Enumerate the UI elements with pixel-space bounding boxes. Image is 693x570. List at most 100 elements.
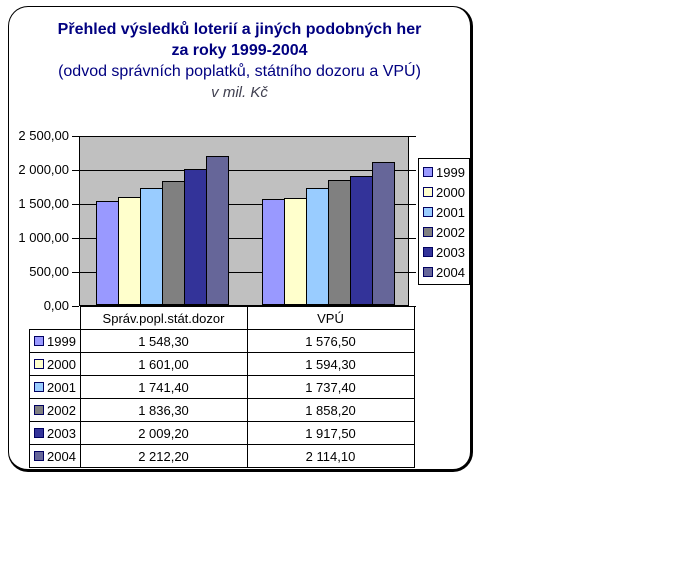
bar-2003-cat2 xyxy=(350,176,373,305)
series-year-label: 2002 xyxy=(47,402,76,418)
legend-label: 2001 xyxy=(436,204,465,220)
chart-units-label: v mil. Kč xyxy=(211,84,268,101)
table-row-2004: 2004 2 212,20 2 114,10 xyxy=(29,444,415,468)
value-cell-2004-cat1: 2 212,20 xyxy=(79,444,248,468)
legend-key-icon xyxy=(423,227,433,237)
table-year-cell-1999: 1999 xyxy=(29,329,81,353)
table-header-category-2: VPÚ xyxy=(246,306,415,330)
bar-2004-cat2 xyxy=(372,162,395,305)
bar-2003-cat1 xyxy=(184,169,207,305)
legend-label: 2003 xyxy=(436,244,465,260)
legend-entry-2004: 2004 xyxy=(423,262,469,282)
axis-tick xyxy=(72,306,79,307)
bar-group-2 xyxy=(246,137,412,305)
table-row-2003: 2003 2 009,20 1 917,50 xyxy=(29,421,415,445)
value-cell-2001-cat1: 1 741,40 xyxy=(79,375,248,399)
axis-tick xyxy=(409,238,416,239)
series-key-icon xyxy=(34,428,44,438)
table-row-2000: 2000 1 601,00 1 594,30 xyxy=(29,352,415,376)
bar-2000-cat1 xyxy=(118,197,141,305)
axis-tick xyxy=(72,170,79,171)
legend-label: 1999 xyxy=(436,164,465,180)
axis-tick xyxy=(409,272,416,273)
y-axis-tick-label: 0,00 xyxy=(43,298,69,313)
y-axis-tick-label: 1 000,00 xyxy=(18,230,69,245)
legend-entry-2000: 2000 xyxy=(423,182,469,202)
axis-tick xyxy=(72,136,79,137)
axis-tick xyxy=(72,238,79,239)
table-row-2001: 2001 1 741,40 1 737,40 xyxy=(29,375,415,399)
table-year-cell-2004: 2004 xyxy=(29,444,81,468)
plot-area xyxy=(79,136,409,306)
legend-entry-2001: 2001 xyxy=(423,202,469,222)
value-cell-1999-cat2: 1 576,50 xyxy=(246,329,415,353)
gridline xyxy=(80,272,408,273)
value-cell-2000-cat2: 1 594,30 xyxy=(246,352,415,376)
legend-entry-1999: 1999 xyxy=(423,162,469,182)
table-year-cell-2000: 2000 xyxy=(29,352,81,376)
chart-title-line-1: Přehled výsledků loterií a jiných podobn… xyxy=(57,21,422,38)
bar-2000-cat2 xyxy=(284,198,307,305)
legend-entry-2003: 2003 xyxy=(423,242,469,262)
series-year-label: 2001 xyxy=(47,379,76,395)
series-year-label: 2004 xyxy=(47,448,76,464)
series-key-icon xyxy=(34,382,44,392)
series-key-icon xyxy=(34,336,44,346)
legend-key-icon xyxy=(423,167,433,177)
axis-tick xyxy=(72,204,79,205)
legend-key-icon xyxy=(423,247,433,257)
bar-group-1 xyxy=(80,137,246,305)
axis-tick xyxy=(409,136,416,137)
axis-tick xyxy=(409,204,416,205)
legend: 1999 2000 2001 2002 2003 2004 xyxy=(418,158,470,285)
legend-key-icon xyxy=(423,207,433,217)
value-cell-2001-cat2: 1 737,40 xyxy=(246,375,415,399)
value-cell-2003-cat2: 1 917,50 xyxy=(246,421,415,445)
axis-tick xyxy=(409,170,416,171)
gridline xyxy=(80,238,408,239)
bar-2001-cat2 xyxy=(306,188,329,305)
bar-1999-cat2 xyxy=(262,199,285,305)
series-key-icon xyxy=(34,451,44,461)
table-row-1999: 1999 1 548,30 1 576,50 xyxy=(29,329,415,353)
value-cell-1999-cat1: 1 548,30 xyxy=(79,329,248,353)
table-year-cell-2001: 2001 xyxy=(29,375,81,399)
gridline xyxy=(80,170,408,171)
table-header-row: Správ.popl.stát.dozor VPÚ xyxy=(30,306,415,330)
table-year-cell-2003: 2003 xyxy=(29,421,81,445)
chart-frame: Přehled výsledků loterií a jiných podobn… xyxy=(8,6,473,472)
title-block: Přehled výsledků loterií a jiných podobn… xyxy=(9,19,470,103)
value-cell-2003-cat1: 2 009,20 xyxy=(79,421,248,445)
table-year-cell-2002: 2002 xyxy=(29,398,81,422)
series-year-label: 1999 xyxy=(47,333,76,349)
value-cell-2004-cat2: 2 114,10 xyxy=(246,444,415,468)
data-table: Správ.popl.stát.dozor VPÚ 1999 1 548,30 1 57… xyxy=(29,306,415,468)
y-axis-tick-label: 500,00 xyxy=(29,264,69,279)
value-cell-2002-cat1: 1 836,30 xyxy=(79,398,248,422)
series-year-label: 2003 xyxy=(47,425,76,441)
series-key-icon xyxy=(34,405,44,415)
gridline xyxy=(80,204,408,205)
table-header-category-1: Správ.popl.stát.dozor xyxy=(79,306,248,330)
y-axis-tick-label: 1 500,00 xyxy=(18,196,69,211)
bar-1999-cat1 xyxy=(96,201,119,305)
legend-key-icon xyxy=(423,267,433,277)
value-cell-2000-cat1: 1 601,00 xyxy=(79,352,248,376)
bar-2001-cat1 xyxy=(140,188,163,305)
table-corner-cell xyxy=(30,307,81,330)
series-year-label: 2000 xyxy=(47,356,76,372)
chart-subtitle: (odvod správních poplatků, státního dozo… xyxy=(58,63,421,80)
legend-label: 2004 xyxy=(436,264,465,280)
y-axis-tick-label: 2 000,00 xyxy=(18,162,69,177)
table-row-2002: 2002 1 836,30 1 858,20 xyxy=(29,398,415,422)
chart-title-line-2: za roky 1999-2004 xyxy=(171,42,308,59)
y-axis-tick-label: 2 500,00 xyxy=(18,128,69,143)
legend-entry-2002: 2002 xyxy=(423,222,469,242)
legend-key-icon xyxy=(423,187,433,197)
bar-2002-cat2 xyxy=(328,180,351,305)
series-key-icon xyxy=(34,359,44,369)
bar-2002-cat1 xyxy=(162,181,185,305)
legend-label: 2000 xyxy=(436,184,465,200)
axis-tick xyxy=(72,272,79,273)
